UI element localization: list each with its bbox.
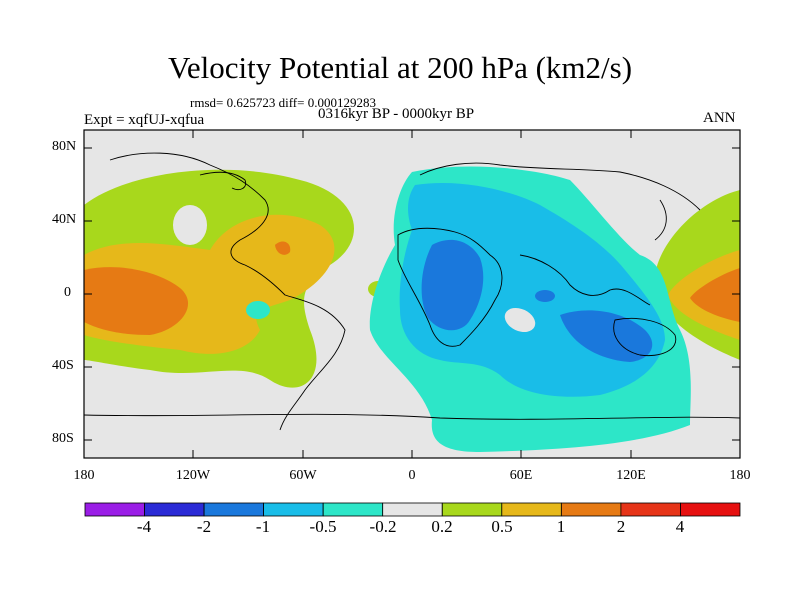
contour-fill xyxy=(173,205,207,245)
x-tick-label: 180 xyxy=(73,468,95,483)
season-label: ANN xyxy=(703,110,736,126)
contour-fill xyxy=(246,301,270,319)
colorbar-tick-label: -0.5 xyxy=(309,517,337,536)
contour-fill xyxy=(421,239,484,331)
axis-ticks xyxy=(83,130,741,458)
colorbar xyxy=(84,502,741,517)
colorbar-tick-label: 0.5 xyxy=(491,517,513,536)
colorbar-tick-label: -0.2 xyxy=(369,517,397,536)
colorbar-tick-label: 1 xyxy=(556,517,566,536)
contour-fill xyxy=(560,310,653,362)
y-tick-label: 80N xyxy=(52,139,77,154)
y-tick-label: 40S xyxy=(52,358,74,373)
colorbar-swatch xyxy=(441,502,503,517)
colorbar-swatch xyxy=(144,502,205,517)
x-tick-label: 180 xyxy=(729,468,751,483)
period-label: 0316kyr BP - 0000kyr BP xyxy=(318,106,475,122)
y-tick-label: 80S xyxy=(52,431,74,446)
colorbar-swatch xyxy=(263,502,324,517)
contour-fill xyxy=(690,268,740,322)
colorbar-tick-label: -4 xyxy=(136,517,152,536)
x-tick-label: 120W xyxy=(175,468,211,483)
colorbar-swatch xyxy=(84,502,145,517)
colorbar-tick-label: 2 xyxy=(616,517,626,536)
colorbar-swatch xyxy=(680,502,741,517)
colorbar-tick-label: 0.2 xyxy=(431,517,453,536)
stats-line: rmsd= 0.625723 diff= 0.000129283 xyxy=(190,95,376,110)
experiment-label: Expt = xqfUJ-xqfua xyxy=(84,112,205,128)
map-title: Velocity Potential at 200 hPa (km2/s) xyxy=(167,50,633,85)
x-tick-label: 60E xyxy=(509,468,533,483)
colorbar-swatch xyxy=(203,502,265,517)
colorbar-tick-label: -1 xyxy=(255,517,271,536)
colorbar-swatch xyxy=(501,502,562,517)
coastlines xyxy=(84,152,740,431)
colorbar-swatch xyxy=(322,502,384,517)
x-tick-label: 120E xyxy=(616,468,646,483)
contour-fields xyxy=(84,152,740,453)
colorbar-swatch xyxy=(382,502,443,517)
colorbar-tick-label: -2 xyxy=(196,517,212,536)
colorbar-tick-label: 4 xyxy=(675,517,685,536)
colorbar-swatch xyxy=(620,502,681,517)
x-tick-label: 0 xyxy=(408,468,416,483)
contour-fill xyxy=(504,307,536,333)
y-tick-label: 40N xyxy=(52,212,77,227)
contour-fill xyxy=(535,290,555,302)
x-tick-label: 60W xyxy=(289,468,317,483)
colorbar-swatch xyxy=(561,502,622,517)
y-tick-label: 0 xyxy=(64,285,71,300)
contour-fill xyxy=(275,241,291,255)
contour-fill xyxy=(84,267,189,335)
